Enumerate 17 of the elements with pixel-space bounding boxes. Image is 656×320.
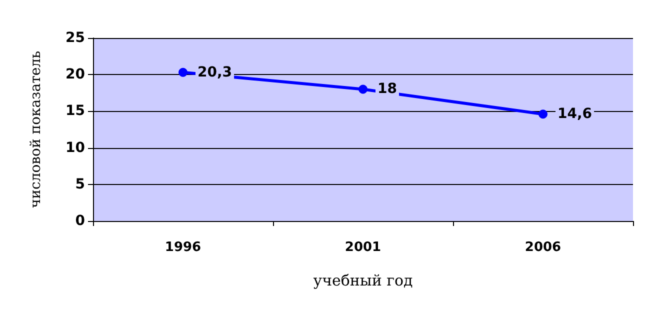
data-label: 20,3 [198,64,232,80]
data-label: 18 [378,81,397,98]
point [358,84,368,94]
data-label: 14,6 [558,106,592,122]
x-axis-title: учебный год [313,272,413,290]
x-tick-label: 2001 [344,240,382,255]
y-tick-label: 10 [66,140,86,156]
y-tick-label: 20 [66,66,86,83]
point [178,68,188,77]
x-tick-label: 2006 [524,240,562,255]
y-tick-label: 5 [75,176,85,192]
y-axis-title: числовой показатель [28,50,44,208]
point [538,110,548,119]
y-tick-label: 25 [66,30,85,46]
x-tick-label: 1996 [164,240,202,255]
y-tick-label: 15 [66,103,85,120]
y-tick-label: 0 [75,213,86,229]
